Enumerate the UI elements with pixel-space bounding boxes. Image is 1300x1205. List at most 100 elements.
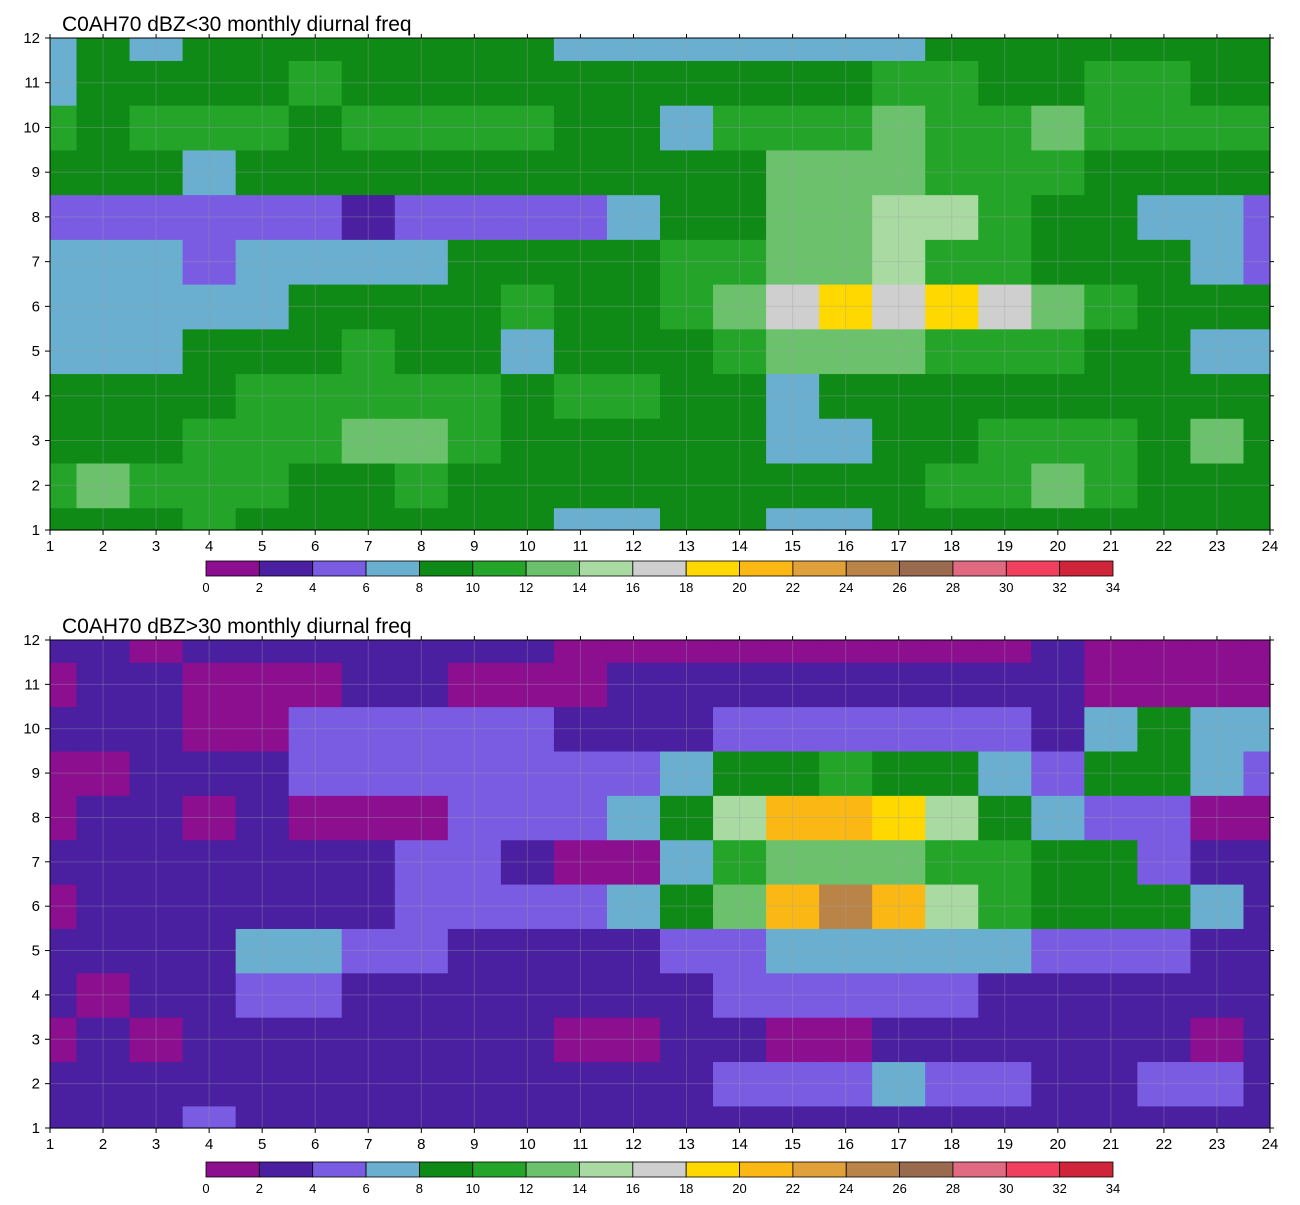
x-tick-label: 17 bbox=[890, 1136, 907, 1153]
heat-cell bbox=[1084, 839, 1138, 885]
heat-cell bbox=[553, 795, 608, 841]
heat-cell bbox=[925, 507, 979, 531]
y-tick-label: 10 bbox=[23, 721, 40, 738]
heat-cell bbox=[766, 1017, 820, 1063]
heat-cell bbox=[288, 418, 343, 464]
heat-cell bbox=[394, 418, 449, 464]
x-tick-label: 14 bbox=[731, 538, 748, 555]
heat-cell bbox=[500, 194, 555, 240]
heat-cell bbox=[925, 706, 979, 752]
heat-cell bbox=[1137, 194, 1192, 240]
heat-cell bbox=[1084, 418, 1138, 464]
heat-cell bbox=[553, 149, 608, 196]
colorbar-label: 22 bbox=[786, 1181, 800, 1196]
heat-cell bbox=[819, 507, 873, 531]
heat-cell bbox=[872, 194, 926, 240]
x-tick-label: 1 bbox=[46, 1136, 54, 1153]
heat-cell bbox=[925, 795, 979, 841]
heat-cell bbox=[500, 1017, 555, 1063]
heat-cell bbox=[606, 640, 661, 663]
x-tick-label: 9 bbox=[470, 538, 478, 555]
heat-cell bbox=[660, 662, 714, 708]
heat-cell bbox=[819, 60, 873, 106]
heat-cell bbox=[182, 839, 237, 885]
colorbar-swatch bbox=[525, 560, 580, 577]
colorbar-label: 6 bbox=[362, 580, 369, 595]
heat-cell bbox=[76, 38, 131, 61]
heat-cell bbox=[1190, 1017, 1245, 1063]
heat-cell bbox=[606, 194, 661, 240]
heat-cell bbox=[1084, 507, 1138, 531]
heat-cell bbox=[447, 60, 502, 106]
y-tick-label: 2 bbox=[32, 477, 40, 494]
heat-cell bbox=[1243, 972, 1271, 1018]
colorbar-label: 8 bbox=[416, 580, 423, 595]
heat-cell bbox=[182, 60, 237, 106]
heat-cell bbox=[1031, 972, 1085, 1018]
heat-cell bbox=[235, 750, 290, 796]
colorbar-label: 26 bbox=[892, 1181, 906, 1196]
colorbar-label: 8 bbox=[416, 1181, 423, 1196]
heat-cell bbox=[713, 640, 767, 663]
heat-cell bbox=[1084, 38, 1138, 61]
colorbar-label: 20 bbox=[732, 1181, 746, 1196]
heat-cell bbox=[447, 640, 502, 663]
heat-cell bbox=[50, 1017, 78, 1063]
heat-cell bbox=[553, 60, 608, 106]
heat-cell bbox=[872, 795, 926, 841]
heat-cell bbox=[872, 284, 926, 330]
heat-cell bbox=[341, 507, 396, 531]
x-tick-label: 19 bbox=[996, 538, 1013, 555]
heat-cell bbox=[553, 1061, 608, 1107]
heat-cell bbox=[713, 1017, 767, 1063]
heat-cell bbox=[1031, 750, 1085, 796]
colorbar-label: 12 bbox=[519, 580, 533, 595]
heat-cell bbox=[925, 1105, 979, 1129]
heat-cell bbox=[447, 239, 502, 285]
heat-cell bbox=[341, 662, 396, 708]
heat-cell bbox=[872, 418, 926, 464]
heat-cell bbox=[288, 884, 343, 929]
heat-cell bbox=[235, 839, 290, 885]
y-tick-label: 1 bbox=[32, 522, 40, 539]
heat-cell bbox=[1031, 418, 1085, 464]
heat-cell bbox=[766, 38, 820, 61]
heat-cell bbox=[553, 1017, 608, 1063]
heat-cell bbox=[235, 149, 290, 196]
heat-cell bbox=[925, 194, 979, 240]
heat-cell bbox=[129, 928, 184, 974]
y-tick-label: 3 bbox=[32, 1031, 40, 1048]
heat-cell bbox=[660, 1017, 714, 1063]
heat-cell bbox=[1190, 239, 1245, 285]
heat-cell bbox=[1190, 795, 1245, 841]
heat-cell bbox=[341, 149, 396, 196]
colorbar-swatch bbox=[1059, 1161, 1114, 1178]
heat-cell bbox=[660, 194, 714, 240]
heat-cell bbox=[50, 418, 78, 464]
heat-cell bbox=[660, 839, 714, 885]
heat-cell bbox=[872, 105, 926, 151]
heat-cell bbox=[500, 284, 555, 330]
heat-cell bbox=[129, 194, 184, 240]
heat-cell bbox=[500, 706, 555, 752]
x-tick-label: 23 bbox=[1209, 538, 1226, 555]
colorbar-swatch bbox=[899, 560, 954, 577]
heat-cell bbox=[553, 839, 608, 885]
heat-cell bbox=[925, 640, 979, 663]
heat-cell bbox=[872, 149, 926, 196]
heat-cell bbox=[1137, 1017, 1192, 1063]
heat-cell bbox=[1137, 884, 1192, 929]
heat-cell bbox=[925, 839, 979, 885]
x-tick-label: 24 bbox=[1262, 1136, 1279, 1153]
heat-cell bbox=[1137, 239, 1192, 285]
heat-cell bbox=[553, 750, 608, 796]
x-tick-label: 16 bbox=[837, 1136, 854, 1153]
heat-cell bbox=[872, 750, 926, 796]
heat-cell bbox=[235, 239, 290, 285]
heat-cell bbox=[1243, 884, 1271, 929]
heat-cell bbox=[1190, 418, 1245, 464]
heat-cell bbox=[288, 60, 343, 106]
heat-cell bbox=[978, 105, 1032, 151]
heat-cell bbox=[288, 662, 343, 708]
heat-cell bbox=[394, 149, 449, 196]
